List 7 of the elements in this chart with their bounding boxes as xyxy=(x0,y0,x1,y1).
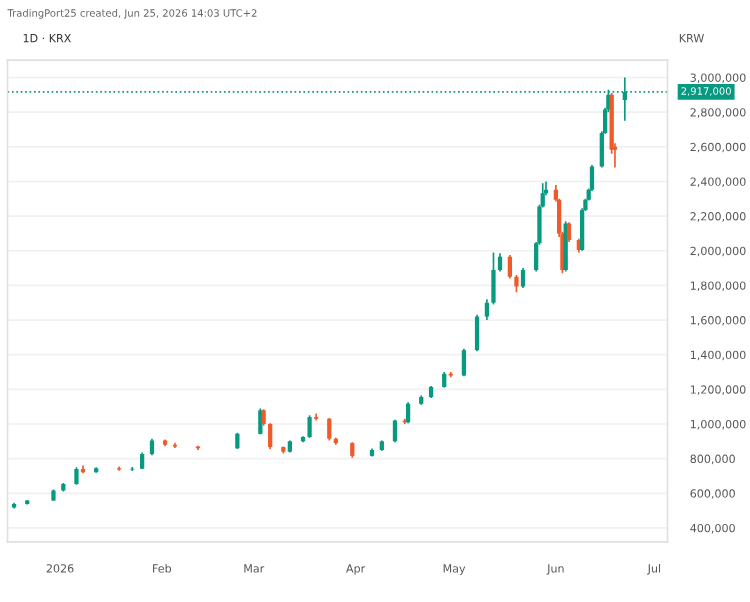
candlestick xyxy=(327,417,332,442)
candlestick xyxy=(392,418,398,444)
candlestick xyxy=(474,314,480,353)
candlestick xyxy=(461,347,467,378)
candlestick xyxy=(520,267,526,289)
candlestick xyxy=(507,254,513,280)
candlestick xyxy=(307,414,312,439)
